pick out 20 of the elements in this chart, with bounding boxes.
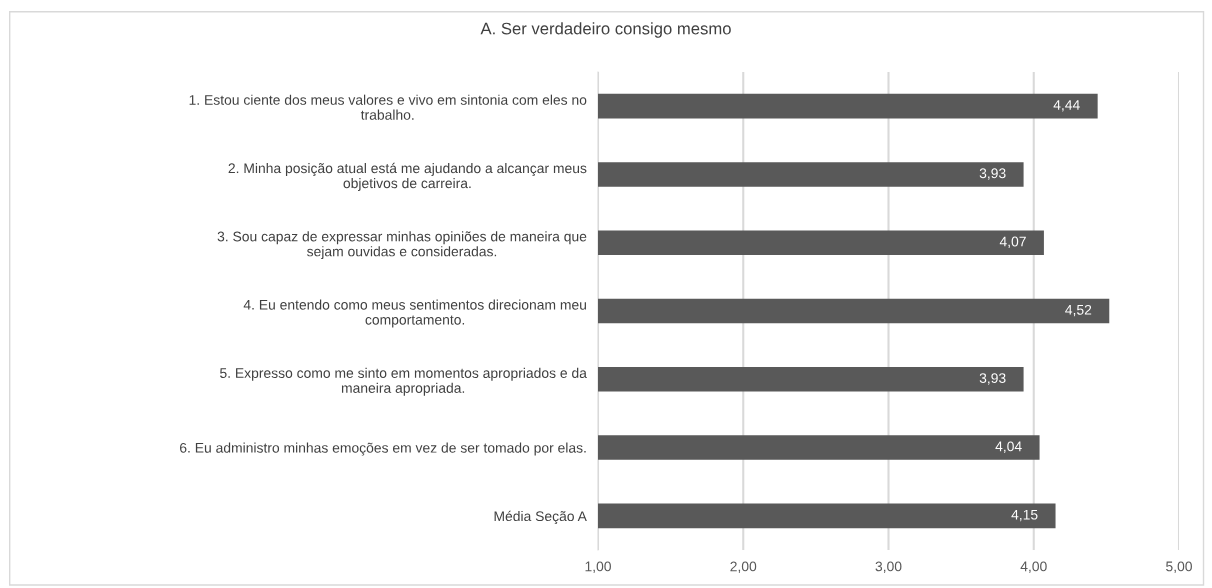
data-label: 3,93 xyxy=(979,168,1006,180)
y-tick-label: 6. Eu administro minhas emoções em vez de ser tomado por elas. xyxy=(180,442,586,456)
data-label: 4,15 xyxy=(1011,509,1038,522)
y-tick-label: 5. Expresso como me sinto em momentos apropriados e da maneira apropriada. xyxy=(220,367,587,396)
y-tick-label: 1. Estou ciente dos meus valores e vivo em sintonia com eles no trabalho. xyxy=(189,94,587,120)
y-tick-label: 2. Minha posição atual está me ajudando a alcançar meus objetivos de carreira. xyxy=(228,162,587,191)
data-label: 4,44 xyxy=(1053,100,1080,112)
x-tick-label: 5,00 xyxy=(1166,561,1192,573)
data-label: 4,04 xyxy=(995,441,1022,453)
x-tick-label: 4,00 xyxy=(1020,561,1047,573)
x-tick-label: 1,00 xyxy=(585,561,611,573)
y-tick-label: 3. Sou capaz de expressar minhas opiniões de maneira que sejam ouvidas e consideradas. xyxy=(217,231,587,260)
data-label: 4,07 xyxy=(999,236,1026,249)
y-tick-label: 4. Eu entendo como meus sentimentos direcionam meu comportamento. xyxy=(243,299,586,328)
y-tick-label: Média Seção A xyxy=(494,510,587,524)
chart-title: A. Ser verdadeiro consigo mesmo xyxy=(480,22,731,38)
x-tick-label: 3,00 xyxy=(875,561,902,573)
data-label: 4,52 xyxy=(1065,304,1092,317)
data-label: 3,93 xyxy=(979,373,1006,385)
x-tick-label: 2,00 xyxy=(730,561,757,573)
